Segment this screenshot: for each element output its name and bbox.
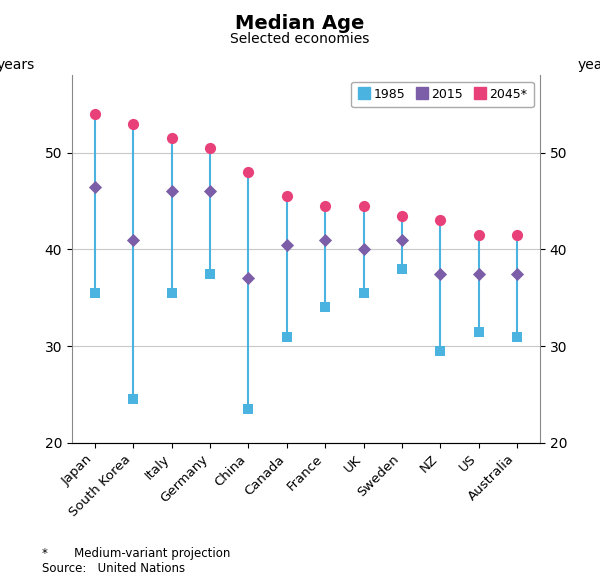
Point <box>282 192 292 201</box>
Point <box>436 346 445 356</box>
Point <box>320 235 330 244</box>
Point <box>474 230 484 240</box>
Point <box>128 395 138 404</box>
Point <box>359 201 368 211</box>
Point <box>205 269 215 278</box>
Point <box>167 288 176 298</box>
Point <box>167 134 176 143</box>
Point <box>90 288 100 298</box>
Point <box>436 216 445 225</box>
Point <box>205 143 215 152</box>
Point <box>282 332 292 341</box>
Point <box>474 327 484 336</box>
Point <box>397 211 407 220</box>
Point <box>512 332 522 341</box>
Point <box>205 187 215 196</box>
Point <box>397 235 407 244</box>
Text: years: years <box>0 57 35 72</box>
Point <box>512 230 522 240</box>
Point <box>474 269 484 278</box>
Point <box>244 274 253 283</box>
Point <box>320 303 330 312</box>
Point <box>90 109 100 119</box>
Point <box>128 119 138 129</box>
Text: years: years <box>577 57 600 72</box>
Point <box>244 167 253 177</box>
Point <box>397 264 407 273</box>
Point <box>320 201 330 211</box>
Text: Median Age: Median Age <box>235 14 365 34</box>
Legend: 1985, 2015, 2045*: 1985, 2015, 2045* <box>351 82 534 107</box>
Point <box>359 245 368 254</box>
Point <box>167 187 176 196</box>
Text: Source:   United Nations: Source: United Nations <box>42 562 185 574</box>
Point <box>282 240 292 249</box>
Point <box>436 269 445 278</box>
Text: *       Medium-variant projection: * Medium-variant projection <box>42 547 230 560</box>
Text: Selected economies: Selected economies <box>230 32 370 46</box>
Point <box>359 288 368 298</box>
Point <box>128 235 138 244</box>
Point <box>244 405 253 414</box>
Point <box>512 269 522 278</box>
Point <box>90 182 100 191</box>
